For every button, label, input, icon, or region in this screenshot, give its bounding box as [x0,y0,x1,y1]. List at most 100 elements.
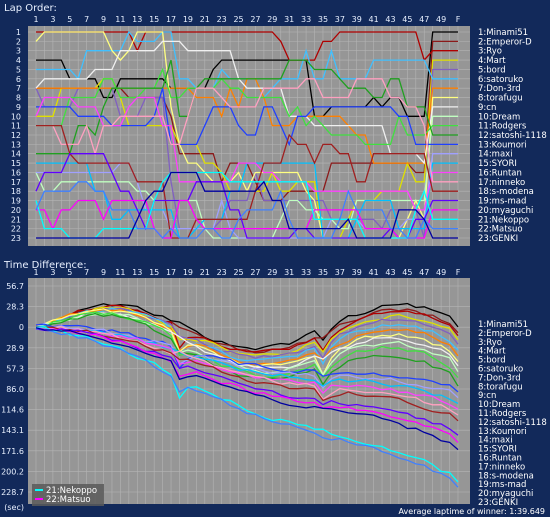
time-diff-x-tick: 49 [436,268,446,277]
time-diff-x-tick: 43 [385,268,395,277]
time-diff-x-tick: 15 [149,268,159,277]
lap-order-driver-label: 16:Runtan [478,168,522,178]
lap-order-driver-label: 1:Minami51 [478,28,528,38]
time-diff-series-line [35,304,459,353]
time-diff-series-line [35,325,459,422]
lap-order-driver-label: 3:Ryo [478,47,502,57]
lap-order-x-tick: 25 [233,15,243,24]
lap-order-x-tick: 37 [335,15,345,24]
lap-order-y-tick: 21 [11,215,21,224]
lap-order-driver-label: 21:Nekoppo [478,215,529,225]
lap-order-x-tick: 15 [149,15,159,24]
lap-order-y-tick: 11 [11,122,21,131]
lap-order-x-tick: 19 [183,15,193,24]
lap-order-x-tick: 41 [369,15,379,24]
time-diff-series-line [35,327,459,488]
lap-order-y-tick: 22 [11,225,21,234]
time-diff-title: Time Difference: [3,260,87,271]
time-diff-series-line [35,311,459,379]
lap-order-y-tick: 7 [16,84,21,93]
lap-order-x-tick: 3 [50,15,55,24]
time-diff-driver-label: 13:Koumori [478,427,527,437]
lap-order-series-line [36,124,458,239]
lap-order-driver-label: 20:myaguchi [478,206,533,216]
lap-order-x-tick: F [456,15,461,24]
lap-order-driver-label: 12:satoshi-1118 [478,131,547,141]
time-diff-driver-label: 16:Runtan [478,454,522,464]
time-diff-driver-label: 4:Mart [478,347,506,357]
lap-order-y-tick: 2 [16,37,21,46]
lap-order-driver-label: 18:s-modena [478,187,534,197]
lap-order-x-tick: 23 [217,15,227,24]
time-diff-x-tick: 29 [267,268,277,277]
lap-order-y-tick: 6 [16,75,21,84]
time-diff-series-line [35,312,459,387]
time-diff-y-tick: 86.0 [6,385,24,394]
time-diff-driver-label: 18:s-modena [478,471,534,481]
time-diff-x-tick: 37 [335,268,345,277]
lap-order-series-line [35,181,458,239]
time-diff-y-tick: 114.6 [1,406,24,415]
lap-order-x-tick: 5 [67,15,72,24]
lap-order-x-tick: 35 [318,15,328,24]
lap-order-x-tick: 13 [132,15,142,24]
lap-order-x-tick: 17 [166,15,176,24]
time-diff-driver-label: 23:GENKI [478,498,518,508]
time-diff-x-tick: 9 [101,268,106,277]
time-diff-x-tick: 47 [419,268,429,277]
lap-order-y-tick: 16 [11,168,21,177]
time-diff-x-tick: 35 [318,268,328,277]
time-diff-driver-label: 5:bord [478,356,506,366]
lap-order-y-tick: 4 [16,56,21,65]
time-diff-x-tick: 7 [84,268,89,277]
time-diff-y-tick: 28.9 [6,344,24,353]
lap-order-x-tick: 9 [101,15,106,24]
lap-order-series-line [36,78,458,183]
lap-order-driver-label: 7:Don-3rd [478,84,521,94]
lap-order-y-tick: 20 [11,206,21,215]
time-diff-legend-label: 22:Matsuo [46,495,91,505]
time-diff-driver-label: 3:Ryo [478,338,502,348]
lap-order-driver-label: 9:cn [478,103,496,113]
time-diff-series-line [35,327,459,451]
time-diff-x-tick: 45 [402,268,412,277]
lap-order-y-tick: 12 [11,131,21,140]
lap-order-y-tick: 9 [16,103,21,112]
lap-order-x-tick: 7 [84,15,89,24]
lap-order-y-tick: 13 [11,140,21,149]
time-diff-x-tick: 13 [132,268,142,277]
time-diff-x-tick: 39 [352,268,362,277]
lap-order-series-line [36,59,458,155]
time-diff-x-tick: 17 [166,268,176,277]
time-diff-x-tick: 41 [369,268,379,277]
lap-order-x-tick: 11 [115,15,125,24]
time-diff-x-tick: 27 [250,268,260,277]
time-diff-x-tick: 1 [33,268,38,277]
time-diff-x-tick: 23 [217,268,227,277]
lap-order-x-tick: 39 [352,15,362,24]
lap-order-series-line [36,31,458,117]
lap-order-y-tick: 19 [11,197,21,206]
lap-order-driver-label: 23:GENKI [478,234,518,244]
lap-order-y-tick: 10 [11,112,21,121]
time-diff-series-line [35,325,459,416]
time-diff-x-tick: 31 [284,268,294,277]
time-diff-driver-label: 15:SYORI [478,445,517,455]
time-diff-driver-label: 11:Rodgers [478,409,527,419]
lap-order-driver-label: 11:Rodgers [478,122,527,132]
lap-order-x-tick: 49 [436,15,446,24]
time-diff-series-line [35,306,459,356]
lap-order-y-tick: 15 [11,159,21,168]
time-diff-x-tick: 33 [301,268,311,277]
time-diff-driver-label: 19:ms-mad [478,480,526,490]
lap-order-series-line [36,199,458,239]
time-diff-series-line [35,326,459,483]
lap-order-y-tick: 17 [11,178,21,187]
time-diff-y-tick: 57.3 [6,364,24,373]
lap-order-x-tick: 45 [402,15,412,24]
time-diff-driver-label: 17:ninneko [478,462,525,472]
lap-order-title: Lap Order: [4,3,57,14]
time-diff-driver-label: 10:Dream [478,400,520,410]
time-diff-y-tick: 0 [19,323,24,332]
